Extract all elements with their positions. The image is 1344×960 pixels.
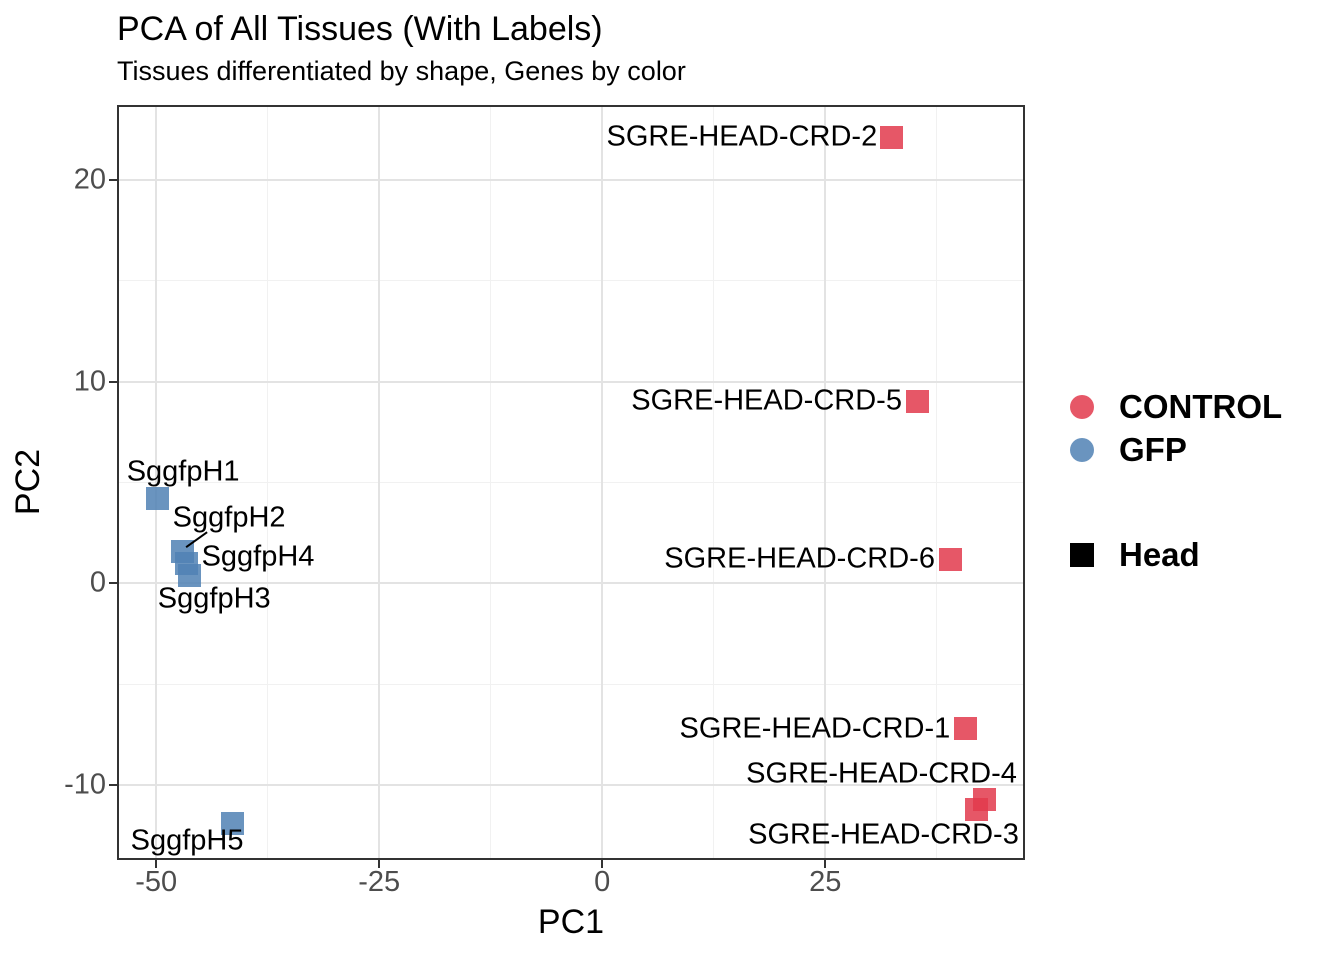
point-label-sgre-head-crd-3: SGRE-HEAD-CRD-3 [748,818,1019,851]
y-tick-label: 20 [73,163,106,196]
y-major-gridline [117,178,1025,181]
point-label-sgre-head-crd-6: SGRE-HEAD-CRD-6 [664,542,935,575]
data-point-sgre-head-crd-1 [953,717,977,741]
legend: CONTROL GFP Head [1070,385,1282,576]
x-major-gridline [155,105,158,860]
plot-panel: SGRE-HEAD-CRD-2 SGRE-HEAD-CRD-5 SGRE-HEAD-… [117,105,1025,860]
y-major-gridline [117,380,1025,383]
legend-label-gfp: GFP [1119,431,1187,468]
y-axis-tick [109,178,117,181]
point-label-sgre-head-crd-1: SGRE-HEAD-CRD-1 [679,712,951,745]
y-minor-gridline [117,482,1025,483]
chart-subtitle: Tissues differentiated by shape, Genes b… [117,56,686,86]
legend-item-head: Head [1070,533,1282,576]
x-tick-label: -25 [358,866,401,898]
y-axis-tick [109,582,117,585]
data-point-sggfph1 [145,487,169,511]
gfp-circle-swatch [1070,437,1094,462]
x-axis-tick [155,860,158,868]
y-tick-label: -10 [64,768,106,801]
legend-item-gfp: GFP [1070,428,1282,471]
point-label-sgre-head-crd-4: SGRE-HEAD-CRD-4 [746,757,1017,790]
point-label-sggfph3: SggfpH3 [157,582,271,615]
data-point-sggfph5 [220,812,244,836]
x-axis-tick [824,860,827,868]
point-label-sggfph5: SggfpH5 [130,824,244,857]
x-major-gridline [824,105,827,860]
x-major-gridline [378,105,381,860]
y-tick-label: 0 [89,566,106,599]
x-tick-label: -50 [135,866,178,898]
x-axis-tick [378,860,381,868]
point-label-sgre-head-crd-5: SGRE-HEAD-CRD-5 [631,384,902,417]
data-point-sgre-head-crd-3 [965,798,989,822]
data-point-sgre-head-crd-5 [906,390,930,414]
y-axis-title: PC2 [9,448,47,516]
y-tick-label: 10 [73,365,106,398]
point-label-sggfph1: SggfpH1 [126,455,240,488]
point-label-sggfph2: SggfpH2 [172,501,286,534]
legend-label-head: Head [1119,536,1200,573]
y-minor-gridline [117,280,1025,282]
data-point-sggfph3 [177,563,201,587]
data-point-sgre-head-crd-6 [939,547,963,571]
y-axis-tick [109,380,117,383]
x-axis-title: PC1 [537,903,605,941]
y-axis-tick [109,784,117,787]
data-point-sgre-head-crd-2 [879,125,903,149]
point-label-sggfph4: SggfpH4 [201,540,315,573]
x-major-gridline [601,105,604,860]
head-square-swatch [1070,542,1094,567]
y-minor-gridline [117,683,1025,685]
x-tick-label: 25 [809,866,842,898]
point-label-sgre-head-crd-2: SGRE-HEAD-CRD-2 [606,120,878,153]
legend-item-control: CONTROL [1070,385,1282,428]
legend-section-2: Head [1070,533,1282,576]
control-circle-swatch [1070,394,1094,419]
x-axis-tick [601,860,604,868]
y-major-gridline [117,784,1025,787]
legend-label-control: CONTROL [1119,388,1283,425]
chart-title: PCA of All Tissues (With Labels) [117,10,603,48]
legend-section-1: CONTROL GFP [1070,385,1282,471]
y-major-gridline [117,582,1025,585]
x-tick-label: 0 [594,866,611,898]
